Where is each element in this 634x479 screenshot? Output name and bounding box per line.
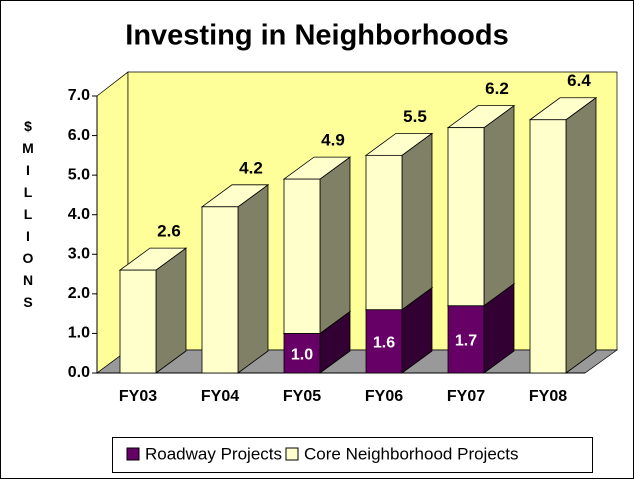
bar-side	[483, 104, 515, 307]
legend-swatch	[126, 447, 140, 461]
bar-side	[565, 96, 597, 374]
total-label: 4.9	[321, 131, 345, 150]
bar-front	[447, 305, 485, 374]
x-tick-label: FY07	[447, 388, 485, 405]
bar-front	[201, 206, 239, 374]
bar-segment	[282, 310, 352, 374]
bar-side	[237, 184, 269, 374]
total-label: 5.5	[403, 107, 427, 126]
bar-segment	[446, 104, 516, 307]
bar-segment	[200, 184, 270, 374]
x-tick-label: FY06	[365, 388, 403, 405]
bar-value-label: 1.6	[373, 335, 395, 352]
bar-front	[283, 178, 321, 334]
legend-box	[112, 437, 593, 473]
bar-front	[283, 333, 321, 374]
x-tick-label: FY03	[119, 388, 157, 405]
bar-segment	[282, 156, 352, 335]
y-tick-label: 0.0	[68, 364, 90, 381]
legend-label: Roadway Projects	[145, 444, 282, 463]
bar-value-label: 1.7	[455, 333, 477, 350]
y-tick-label: 6.0	[68, 127, 90, 144]
bar-segment	[364, 132, 434, 311]
y-tick-label: 2.0	[68, 285, 90, 302]
bar-side	[319, 156, 351, 335]
total-label: 6.2	[485, 79, 509, 98]
y-tick-label: 3.0	[68, 246, 90, 263]
bar-front	[529, 119, 567, 374]
bar-segment	[528, 96, 598, 374]
bar-segment	[118, 247, 188, 374]
total-label: 6.4	[567, 71, 591, 90]
chart-title: Investing in Neighborhoods	[125, 20, 508, 52]
y-tick-label: 7.0	[68, 87, 90, 104]
bar-front	[447, 127, 485, 307]
y-axis-label: $ MILLIONS	[22, 118, 34, 310]
legend-swatch	[285, 447, 299, 461]
bar-side	[401, 132, 433, 311]
x-tick-label: FY08	[529, 388, 567, 405]
total-label: 2.6	[157, 222, 181, 241]
legend-label: Core Neighborhood Projects	[304, 444, 519, 463]
bar-front	[365, 154, 403, 311]
x-tick-label: FY04	[201, 388, 239, 405]
x-tick-label: FY05	[283, 388, 321, 405]
y-tick-label: 5.0	[68, 166, 90, 183]
bar-front	[119, 269, 157, 374]
total-label: 4.2	[239, 158, 263, 177]
bar-value-label: 1.0	[291, 346, 313, 363]
y-tick-label: 1.0	[68, 325, 90, 342]
y-tick-label: 4.0	[68, 206, 90, 223]
